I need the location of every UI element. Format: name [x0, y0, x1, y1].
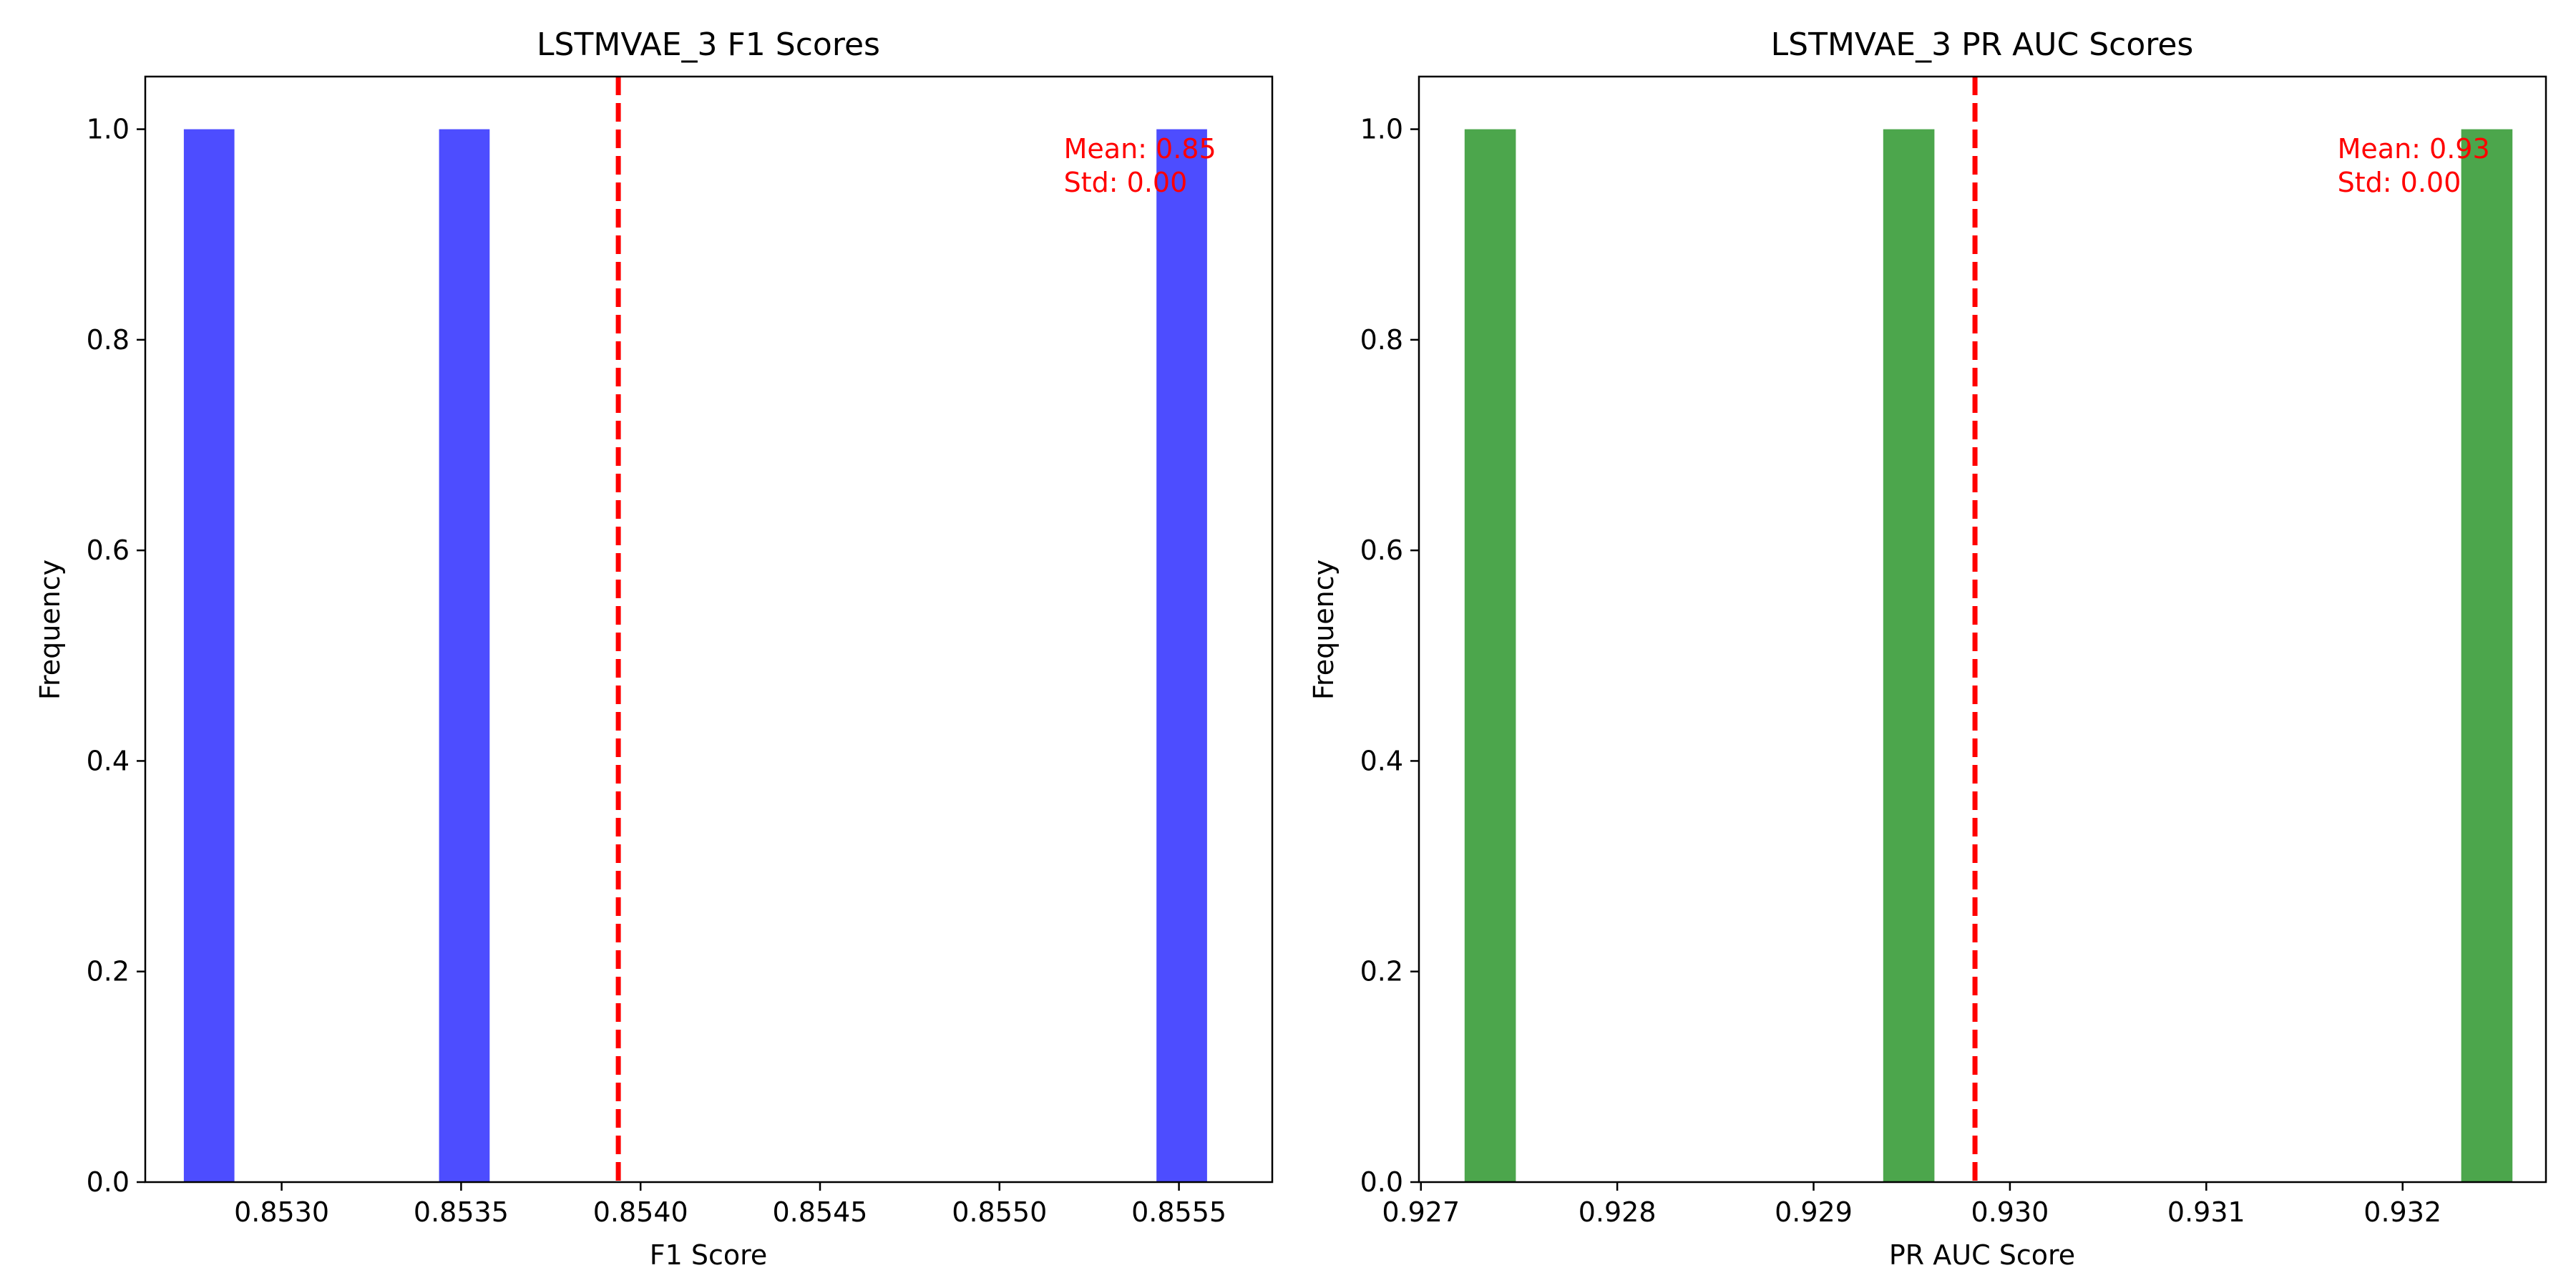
f1-y-axis-label: Frequency	[34, 560, 66, 700]
prauc-x-tick-label-1: 0.927	[1382, 1196, 1460, 1228]
prauc-std-text: Std: 0.00	[2338, 167, 2462, 198]
f1-x-tick-label-4: 0.8545	[773, 1196, 868, 1228]
f1-y-tick-label-2: 0.2	[87, 956, 130, 987]
prauc-mean-text: Mean: 0.93	[2338, 133, 2490, 165]
prauc-x-tick-label-5: 0.931	[2167, 1196, 2245, 1228]
prauc-x-tick-label-3: 0.929	[1775, 1196, 1853, 1228]
f1-std-text: Std: 0.00	[1064, 167, 1188, 198]
f1-y-tick-label-6: 1.0	[87, 114, 130, 145]
prauc-y-ticks: 0.0 0.2 0.4 0.6 0.8 1.0	[1360, 114, 1419, 1198]
prauc-x-axis-label: PR AUC Score	[1889, 1239, 2075, 1271]
f1-y-ticks: 0.0 0.2 0.4 0.6 0.8 1.0	[87, 114, 145, 1198]
prauc-axes-frame	[1418, 75, 2547, 1184]
f1-x-tick-label-5: 0.8550	[952, 1196, 1047, 1228]
f1-x-tick-label-3: 0.8540	[593, 1196, 688, 1228]
f1-x-axis-label: F1 Score	[650, 1239, 768, 1271]
f1-chart: LSTMVAE_3 F1 Scores Mean: 0.85 Std: 0.00…	[34, 26, 1274, 1271]
f1-x-ticks: 0.8530 0.8535 0.8540 0.8545 0.8550 0.8555	[234, 1182, 1226, 1228]
f1-y-tick-label-4: 0.6	[87, 535, 130, 566]
f1-y-tick-label-5: 0.8	[87, 324, 130, 356]
prauc-y-tick-label-6: 1.0	[1360, 114, 1403, 145]
prauc-bars	[1464, 129, 2513, 1183]
prauc-bar-1	[1464, 129, 1516, 1183]
f1-x-tick-label-1: 0.8530	[234, 1196, 329, 1228]
prauc-x-tick-label-2: 0.928	[1579, 1196, 1657, 1228]
prauc-chart-title: LSTMVAE_3 PR AUC Scores	[1771, 26, 2194, 63]
f1-bar-1	[183, 129, 235, 1183]
prauc-y-axis-label: Frequency	[1308, 560, 1340, 700]
f1-mean-text: Mean: 0.85	[1064, 133, 1216, 165]
prauc-y-tick-label-4: 0.6	[1360, 535, 1403, 566]
prauc-bar-2	[1883, 129, 1935, 1183]
f1-bars	[183, 129, 1207, 1183]
prauc-y-tick-label-5: 0.8	[1360, 324, 1403, 356]
prauc-x-tick-label-4: 0.930	[1971, 1196, 2049, 1228]
prauc-x-tick-label-6: 0.932	[2363, 1196, 2441, 1228]
prauc-y-tick-label-1: 0.0	[1360, 1166, 1403, 1198]
f1-bar-2	[439, 129, 490, 1183]
prauc-chart: LSTMVAE_3 PR AUC Scores Mean: 0.93 Std: …	[1308, 26, 2547, 1271]
prauc-y-tick-label-2: 0.2	[1360, 956, 1403, 987]
prauc-x-ticks: 0.927 0.928 0.929 0.930 0.931 0.932	[1382, 1182, 2441, 1228]
prauc-y-tick-label-3: 0.4	[1360, 745, 1403, 776]
f1-bar-3	[1156, 129, 1207, 1183]
f1-y-tick-label-3: 0.4	[87, 745, 130, 776]
f1-x-tick-label-2: 0.8535	[414, 1196, 509, 1228]
f1-axes-frame	[144, 75, 1274, 1184]
f1-chart-title: LSTMVAE_3 F1 Scores	[537, 26, 880, 63]
prauc-bar-3	[2461, 129, 2513, 1183]
f1-y-tick-label-1: 0.0	[87, 1166, 130, 1198]
f1-x-tick-label-6: 0.8555	[1131, 1196, 1226, 1228]
